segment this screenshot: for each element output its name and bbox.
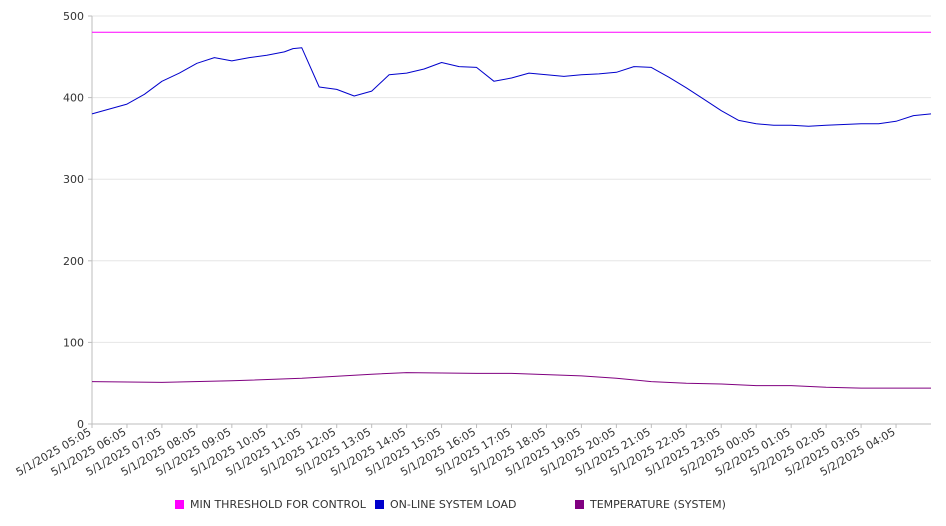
legend-swatch-temperature	[575, 500, 584, 509]
legend-item-system-load: ON-LINE SYSTEM LOAD	[375, 498, 516, 511]
grid-lines	[92, 15, 931, 425]
series-line-temperature	[91, 372, 931, 389]
legend-swatch-system-load	[375, 500, 384, 509]
y-tick-label-0: 0	[77, 418, 84, 431]
legend-item-min-threshold: MIN THRESHOLD FOR CONTROL	[175, 498, 366, 511]
legend-swatch-min-threshold	[175, 500, 184, 509]
axes	[88, 15, 931, 428]
y-tick-labels: 0 100 200 300 400 500	[63, 10, 84, 431]
series-lines	[91, 31, 932, 389]
legend-item-temperature: TEMPERATURE (SYSTEM)	[575, 498, 726, 511]
y-tick-label-500: 500	[63, 10, 84, 23]
line-chart: 0 100 200 300 400 500 5/1/2025 05:055/1/2025 …	[14, 10, 932, 479]
y-tick-label-200: 200	[63, 255, 84, 268]
y-tick-label-400: 400	[63, 92, 84, 105]
x-tick-labels: 5/1/2025 05:055/1/2025 06:055/1/2025 07:…	[14, 425, 898, 479]
legend-label-temperature: TEMPERATURE (SYSTEM)	[590, 498, 726, 511]
legend-label-system-load: ON-LINE SYSTEM LOAD	[390, 498, 517, 511]
legend-label-min-threshold: MIN THRESHOLD FOR CONTROL	[190, 498, 366, 511]
series-line-system-load	[91, 47, 932, 127]
y-tick-label-300: 300	[63, 173, 84, 186]
y-tick-label-100: 100	[63, 336, 84, 349]
legend: MIN THRESHOLD FOR CONTROL ON-LINE SYSTEM…	[0, 498, 946, 514]
